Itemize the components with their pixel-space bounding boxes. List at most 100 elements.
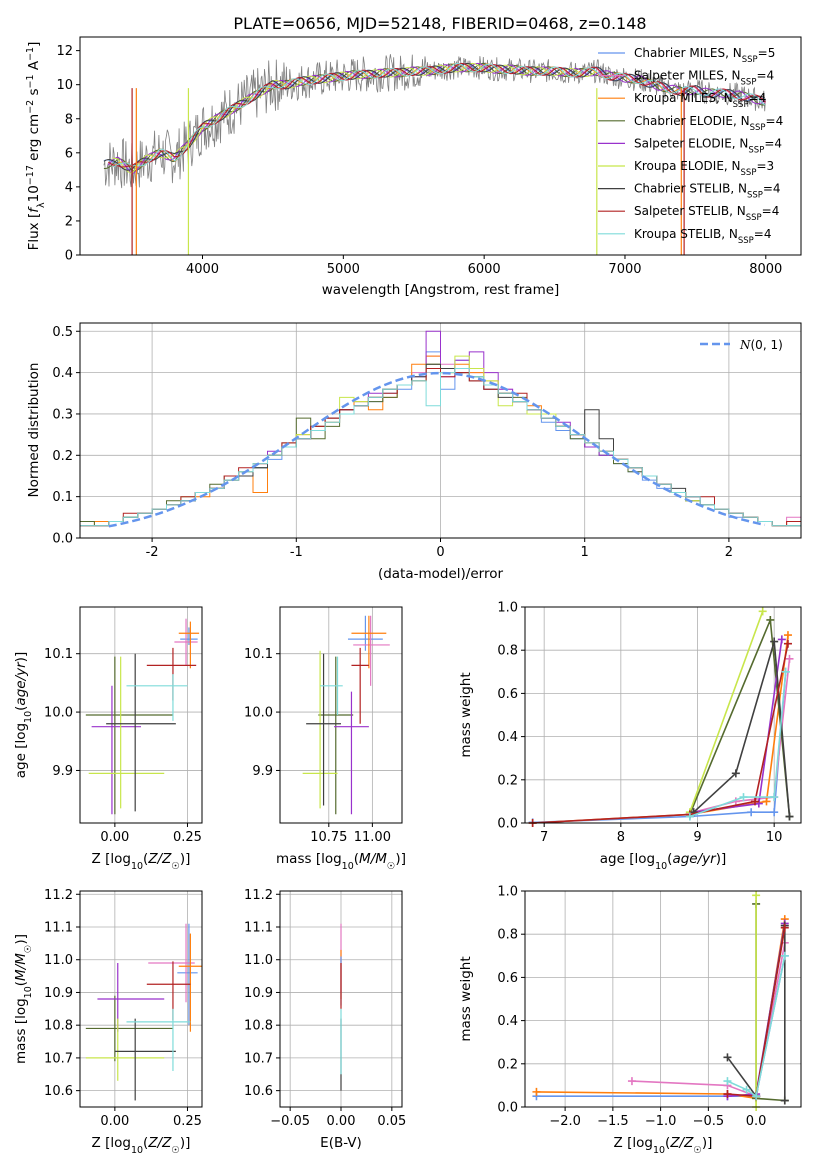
- y-tick-label: 11.0: [44, 953, 73, 968]
- x-tick-label: −1.0: [645, 1114, 677, 1129]
- y-tick-label: 2: [65, 214, 73, 229]
- y-tick-label: 1.0: [497, 885, 518, 900]
- x-tick-label: 0.00: [100, 1114, 129, 1129]
- mass-vs-EBV-axes: −0.05 0.00 0.05 10.6 10.7 10.8 10.9 11.0 11.1 11.…: [244, 888, 406, 1129]
- x-tick-label: 1: [581, 545, 589, 560]
- y-tick-label: 10.8: [44, 1019, 73, 1034]
- model-spectrum-line: [112, 62, 597, 174]
- spectrum-frame: [79, 36, 802, 256]
- mass-weight-marker: [627, 1077, 636, 1086]
- mass-weight-marker: [739, 793, 748, 802]
- y-tick-label: 10.9: [244, 986, 273, 1001]
- y-axis-label: mass weight: [458, 956, 474, 1041]
- mass-weight-line: [532, 634, 789, 824]
- x-tick-label: 4000: [186, 262, 219, 277]
- mass-weight-marker: [758, 607, 767, 616]
- x-axis-label: Z [log10(Z/Z☉)]: [92, 1135, 191, 1156]
- mass-weight-line: [693, 641, 791, 817]
- x-tick-label: 8: [617, 830, 625, 845]
- spectrum-legend: Chabrier MILES, NSSP=5 Salpeter MILES, NS…: [598, 46, 783, 246]
- x-tick-label: 0: [436, 545, 444, 560]
- y-tick-label: 0.5: [52, 325, 73, 340]
- x-tick-label: 5000: [327, 262, 360, 277]
- y-tick-label: 11.2: [44, 888, 73, 903]
- mass-weight-marker: [780, 1096, 789, 1105]
- error-bar-point: [177, 923, 198, 1026]
- mass-weight-marker: [770, 808, 779, 817]
- legend-entry: Kroupa ELODIE, NSSP=3: [634, 159, 774, 178]
- mass-weight-marker: [723, 1090, 732, 1099]
- x-tick-label: -1: [290, 545, 303, 560]
- residuals-axes: -2 -1 0 1 2 0.0 0.1 0.2 0.3 0.4 0.5: [52, 323, 801, 560]
- x-tick-label: 2: [725, 545, 733, 560]
- y-tick-label: 10.0: [44, 706, 73, 721]
- y-tick-label: 0.8: [497, 644, 518, 659]
- legend-entry: Chabrier MILES, NSSP=5: [634, 46, 775, 65]
- y-tick-label: 0.4: [497, 730, 518, 745]
- legend-entry: Salpeter STELIB, NSSP=4: [634, 204, 779, 223]
- x-tick-label: 0.25: [173, 830, 202, 845]
- error-bar-point: [174, 618, 198, 666]
- y-tick-label: 4: [65, 180, 73, 195]
- mass-weight-marker: [752, 891, 761, 900]
- y-tick-label: 0.6: [497, 971, 518, 986]
- error-bar-point: [106, 653, 176, 812]
- mass-weight-marker: [762, 797, 771, 806]
- error-bar-point: [148, 923, 195, 1003]
- x-axis-label: Z [log10(Z/Z☉)]: [92, 851, 191, 872]
- legend-entry: Kroupa MILES, NSSP=4: [634, 91, 766, 110]
- y-tick-label: 1.0: [497, 601, 518, 616]
- y-tick-label: 6: [65, 146, 73, 161]
- mass-weight-marker: [783, 631, 792, 640]
- x-tick-label: 6000: [468, 262, 501, 277]
- x-tick-label: 10.75: [310, 830, 347, 845]
- y-tick-label: 10.6: [244, 1084, 273, 1099]
- y-axis-label: Flux [fλ10−17 erg cm−2 s−1 A−1]: [25, 42, 47, 251]
- gaussian-curve: [108, 371, 766, 528]
- x-axis-label: Z [log10(Z/Z☉)]: [614, 1135, 713, 1156]
- y-tick-label: 9.9: [52, 764, 73, 779]
- x-axis-label: wavelength [Angstrom, rest frame]: [322, 282, 560, 298]
- mass-weight-marker: [766, 615, 775, 624]
- x-tick-label: 0.00: [327, 1114, 356, 1129]
- x-tick-label: 9: [693, 830, 701, 845]
- y-tick-label: 11.0: [244, 953, 273, 968]
- mass-weight-marker: [781, 667, 790, 676]
- error-bar-point: [114, 1018, 176, 1101]
- error-bar-point: [126, 1008, 191, 1071]
- legend-entry: N(0, 1): [739, 338, 783, 352]
- y-tick-label: 10.8: [244, 1019, 273, 1034]
- error-bar-point: [146, 647, 197, 701]
- y-axis-label: Normed distribution: [26, 363, 42, 498]
- x-tick-label: −0.5: [693, 1114, 725, 1129]
- error-bar-point: [85, 995, 173, 1062]
- y-tick-label: 0.4: [52, 366, 73, 381]
- mass-weight-marker: [780, 923, 789, 932]
- figure-title: PLATE=0656, MJD=52148, FIBERID=0468, z=0…: [233, 14, 646, 33]
- y-tick-label: 10.7: [244, 1051, 273, 1066]
- y-tick-label: 0.4: [497, 1014, 518, 1029]
- error-bar-point: [302, 650, 338, 809]
- x-tick-label: 10: [766, 830, 783, 845]
- x-tick-label: −2.0: [549, 1114, 581, 1129]
- error-bar-point: [353, 615, 390, 686]
- mass-vs-Z-frame: [79, 890, 203, 1108]
- x-tick-label: 8000: [749, 262, 782, 277]
- mass-weight-line: [631, 942, 786, 1098]
- y-tick-label: 11.2: [244, 888, 273, 903]
- y-tick-label: 12: [56, 44, 73, 59]
- legend-entry: Chabrier ELODIE, NSSP=4: [634, 114, 783, 133]
- mass-weight-marker: [747, 808, 756, 817]
- x-axis-label: mass [log10(M/M☉)]: [276, 851, 406, 872]
- mass-weight-marker: [770, 793, 779, 802]
- model-spectrum-line: [103, 62, 765, 172]
- y-tick-label: 10.6: [44, 1084, 73, 1099]
- error-bar-point: [146, 961, 191, 1021]
- y-tick-label: 0.1: [52, 490, 73, 505]
- y-tick-label: 0.6: [497, 687, 518, 702]
- residuals-frame: [79, 322, 802, 539]
- y-tick-label: 0.8: [497, 928, 518, 943]
- error-bar-point: [334, 691, 369, 815]
- error-bar-point: [85, 1018, 165, 1081]
